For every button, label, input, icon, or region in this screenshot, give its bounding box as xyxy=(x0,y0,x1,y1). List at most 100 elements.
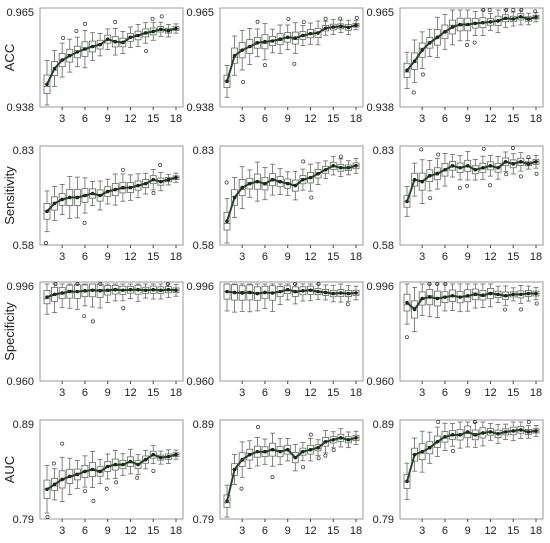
x-tick-label: 18 xyxy=(350,113,362,125)
box-outlier xyxy=(331,448,336,453)
panel-frame xyxy=(399,7,544,108)
mean-point xyxy=(247,44,252,49)
x-tick-label: 6 xyxy=(82,113,88,125)
y-tick-label: 0.58 xyxy=(13,240,34,252)
x-tick-label: 9 xyxy=(285,525,291,537)
mean-point xyxy=(435,296,440,301)
box-outlier xyxy=(436,420,441,424)
mean-point xyxy=(143,181,148,186)
mean-point xyxy=(143,288,148,293)
x-tick-label: 9 xyxy=(105,525,111,537)
box-outlier xyxy=(292,61,297,66)
mean-point xyxy=(458,22,462,27)
box-outlier xyxy=(472,420,477,424)
mean-point xyxy=(405,68,409,73)
box-outlier xyxy=(82,220,87,225)
y-tick-label: 0.996 xyxy=(186,281,214,293)
box-outlier xyxy=(241,79,246,84)
box-outlier xyxy=(293,282,298,286)
mean-point xyxy=(301,289,305,293)
mean-point xyxy=(450,164,455,168)
mean-line xyxy=(406,292,536,312)
mean-point xyxy=(331,164,336,168)
box-outlier xyxy=(465,183,470,188)
y-tick-label: 0.83 xyxy=(193,145,214,157)
x-tick-label: 3 xyxy=(419,251,425,263)
x-tick-label: 6 xyxy=(442,251,448,263)
box-outlier xyxy=(511,146,515,150)
x-tick-label: 18 xyxy=(530,525,542,537)
box-outlier xyxy=(427,282,432,286)
box-outlier xyxy=(519,8,524,12)
box-outlier xyxy=(518,174,523,179)
y-tick-label: 0.89 xyxy=(193,419,214,431)
mean-point xyxy=(52,201,57,206)
mean-point xyxy=(143,31,148,35)
y-tick-label: 0.960 xyxy=(366,376,394,388)
x-tick-label: 15 xyxy=(327,251,339,263)
mean-point xyxy=(339,291,343,295)
mean-point xyxy=(473,167,478,172)
box-outlier xyxy=(135,475,140,480)
mean-point xyxy=(323,290,328,295)
mean-point xyxy=(308,447,313,452)
mean-point xyxy=(331,291,336,296)
x-tick-label: 12 xyxy=(304,525,316,537)
box-outlier xyxy=(45,515,50,519)
x-tick-label: 15 xyxy=(507,113,519,125)
mean-point xyxy=(136,183,140,188)
mean-point xyxy=(255,179,260,184)
mean-point xyxy=(488,164,493,168)
x-tick-label: 15 xyxy=(147,251,159,263)
y-tick-label: 0.83 xyxy=(13,145,34,157)
mean-point xyxy=(301,177,305,182)
mean-point xyxy=(166,177,171,182)
mean-point xyxy=(90,44,95,49)
x-tick-label: 18 xyxy=(350,251,362,263)
mean-point xyxy=(354,291,358,295)
mean-point xyxy=(308,175,313,180)
mean-point xyxy=(534,15,538,19)
x-tick-label: 9 xyxy=(105,113,111,125)
y-axis-label: AUC xyxy=(2,456,17,483)
x-tick-label: 15 xyxy=(507,387,519,399)
mean-point xyxy=(83,469,87,474)
x-tick-label: 15 xyxy=(507,251,519,263)
mean-point xyxy=(255,449,260,454)
x-tick-label: 3 xyxy=(239,251,245,263)
box-outlier xyxy=(90,319,95,324)
box-outlier xyxy=(301,159,306,164)
x-tick-label: 18 xyxy=(170,387,182,399)
mean-point xyxy=(75,289,80,294)
mean-point xyxy=(354,23,358,28)
x-tick-label: 9 xyxy=(285,387,291,399)
mean-point xyxy=(52,66,57,71)
x-tick-label: 6 xyxy=(262,525,268,537)
mean-point xyxy=(174,288,178,293)
y-axis-label: Sensitivity xyxy=(2,166,17,225)
box-outlier xyxy=(159,14,164,19)
mean-point xyxy=(128,287,133,292)
mean-point xyxy=(526,17,531,21)
box-outlier xyxy=(98,282,103,286)
mean-point xyxy=(519,428,523,432)
y-tick-label: 0.965 xyxy=(186,7,214,19)
y-tick-label: 0.965 xyxy=(366,7,394,19)
mean-line xyxy=(46,27,177,85)
mean-point xyxy=(420,48,424,52)
x-tick-label: 15 xyxy=(147,525,159,537)
y-axis-label: ACC xyxy=(2,44,17,71)
x-tick-label: 12 xyxy=(304,113,316,125)
mean-point xyxy=(45,82,49,87)
box-outlier xyxy=(316,456,321,461)
x-tick-label: 6 xyxy=(82,387,88,399)
x-tick-label: 12 xyxy=(484,251,496,263)
panel-frame xyxy=(399,145,544,246)
box-outlier xyxy=(83,21,87,26)
mean-point xyxy=(519,160,523,164)
mean-point xyxy=(488,20,493,24)
panel-frame xyxy=(219,281,364,382)
mean-point xyxy=(90,288,95,293)
mean-line xyxy=(406,428,537,482)
